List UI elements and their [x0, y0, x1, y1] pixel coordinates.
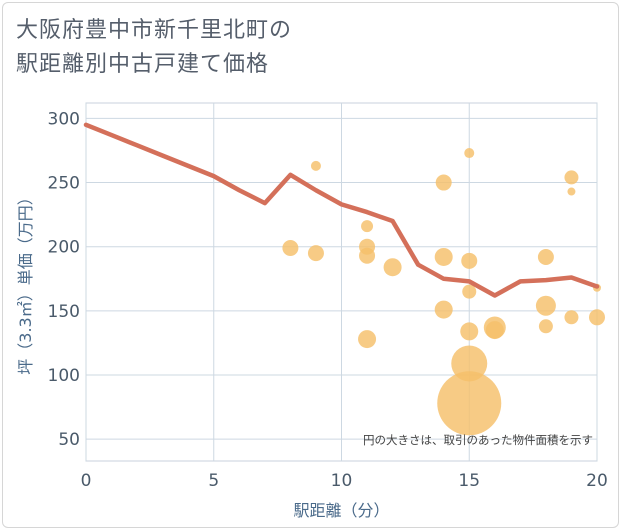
y-tick-label: 150 — [48, 302, 80, 322]
x-tick-label: 10 — [331, 471, 353, 491]
bubble-point — [460, 322, 479, 341]
x-tick-label: 20 — [586, 471, 608, 491]
y-tick-label: 300 — [48, 109, 80, 129]
x-tick-label: 15 — [458, 471, 480, 491]
x-axis-label: 駅距離（分） — [293, 501, 389, 520]
chart-title-line-1: 大阪府豊中市新千里北町の — [16, 18, 293, 43]
bubble-point — [437, 371, 502, 436]
bubble-point — [451, 345, 488, 382]
bubble-point — [564, 310, 579, 325]
average-price-line — [83, 122, 600, 298]
bubble-point — [359, 247, 376, 264]
bubble-point — [564, 170, 579, 185]
bubble-point — [589, 309, 605, 326]
bubble-point — [361, 220, 374, 233]
bubble-point — [358, 330, 377, 349]
bubble-point — [485, 321, 504, 340]
x-tick-label: 5 — [208, 471, 219, 491]
bubble-point — [464, 148, 475, 159]
bubble-point — [538, 319, 553, 334]
y-tick-label: 200 — [48, 238, 80, 258]
chart-title: 大阪府豊中市新千里北町の 駅距離別中古戸建て価格 — [16, 14, 292, 82]
bubble-point — [383, 258, 402, 277]
bubble-point — [435, 174, 452, 191]
y-axis-label: 坪（3.3㎡）単価（万円） — [16, 189, 35, 374]
bubble-point — [537, 248, 554, 265]
bubble-point — [461, 252, 478, 269]
y-tick-label: 50 — [58, 430, 80, 450]
bubble-point — [434, 300, 453, 319]
chart-title-line-2: 駅距離別中古戸建て価格 — [16, 52, 270, 77]
x-tick-label: 0 — [81, 471, 92, 491]
y-tick-label: 250 — [48, 174, 80, 194]
bubble-point — [535, 295, 556, 316]
bubble-size-note: 円の大きさは、取引のあった物件面積を示す — [363, 433, 593, 447]
bubble-point — [434, 247, 453, 266]
bubble-point — [282, 239, 299, 256]
y-tick-label: 100 — [48, 366, 80, 386]
bubble-point — [307, 245, 324, 262]
bubble-point — [462, 284, 477, 299]
bubble-point — [567, 187, 576, 196]
bubble-point — [310, 160, 321, 171]
